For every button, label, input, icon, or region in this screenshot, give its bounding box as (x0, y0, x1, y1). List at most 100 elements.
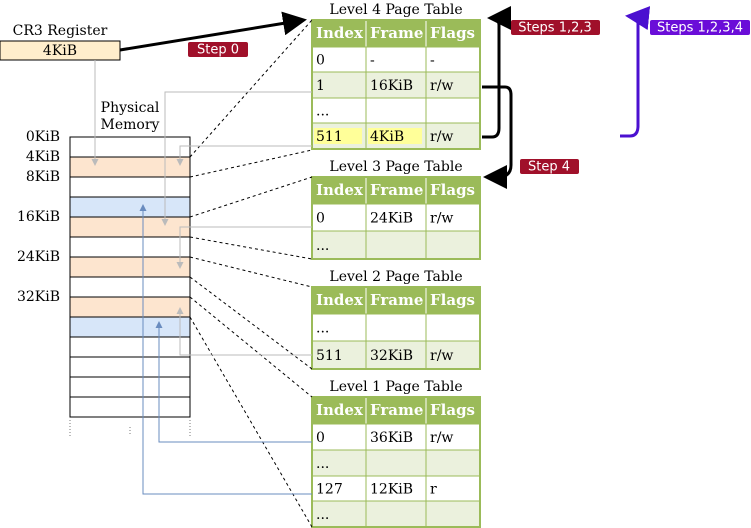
table-cell (425, 97, 481, 124)
table-cell (425, 230, 481, 260)
frame-links (189, 19, 313, 528)
table-cell (365, 230, 427, 260)
cr3-value: 4KiB (43, 43, 77, 59)
table-cell (365, 475, 427, 502)
table-cell (425, 46, 481, 73)
table-border (311, 19, 481, 150)
memory-frame (69, 296, 191, 318)
memory-frame (69, 196, 191, 218)
table-cell (425, 313, 481, 342)
cell-text: - (370, 53, 375, 69)
table-title: Level 3 Page Table (329, 159, 462, 175)
header-cell: Frame (370, 401, 423, 419)
badge-text: Steps 1,2,3,4 (657, 21, 743, 36)
cell-text: r (430, 482, 437, 498)
table-header (311, 286, 481, 315)
memory-title: Memory (101, 117, 160, 133)
table-title: Level 1 Page Table (329, 379, 462, 395)
cell-text: 511 (316, 129, 343, 145)
address-label: 24KiB (17, 249, 60, 265)
page-tables: Level 4 Page Table Index Frame Flags 0 - - 1 16K… (311, 2, 481, 528)
cell-text: 24KiB (370, 211, 413, 227)
memory-frame (69, 256, 191, 278)
cell-text: ... (316, 456, 329, 472)
cell-text: ... (316, 321, 329, 337)
badge-text: Steps 1,2,3 (518, 21, 592, 36)
badge-text: Step 4 (528, 160, 570, 175)
memory-frame (69, 316, 191, 338)
purple-arrow (620, 6, 651, 138)
memory-frame (69, 396, 191, 418)
cell-text: ... (316, 104, 329, 120)
blue-arrows (139, 204, 312, 495)
table-cell (365, 97, 427, 124)
cell-text: ... (316, 238, 329, 254)
table-cell (425, 423, 481, 451)
header-cell: Frame (370, 291, 423, 309)
cell-highlight (314, 128, 362, 144)
cell-text: 511 (316, 348, 343, 364)
table-border (311, 176, 481, 260)
table-cell (311, 203, 367, 232)
table-cell (311, 449, 367, 477)
cell-text: 127 (316, 482, 343, 498)
cell-text: 0 (316, 211, 325, 227)
header-cell: Index (316, 401, 364, 419)
cell-text: 1 (316, 78, 325, 94)
header-cell: Index (316, 24, 364, 42)
step-arrows (119, 6, 513, 189)
cell-text: 16KiB (370, 78, 413, 94)
table-cell (425, 449, 481, 477)
memory-frame (69, 276, 191, 298)
table-cell (425, 500, 481, 528)
address-label: 32KiB (17, 289, 60, 305)
header-cell: Frame (370, 181, 423, 199)
cell-text: 12KiB (370, 482, 413, 498)
memory-frame (69, 356, 191, 378)
header-cell: Flags (430, 401, 475, 419)
badge-text: Step 0 (197, 43, 239, 58)
header-cell: Index (316, 181, 364, 199)
cell-text: r/w (430, 78, 453, 94)
table-cell (365, 46, 427, 73)
cr3-label: CR3 Register (13, 23, 108, 39)
badge (188, 42, 248, 57)
cell-text: ... (316, 507, 329, 523)
table-cell (365, 500, 427, 528)
badge (511, 20, 600, 35)
header-cell: Flags (430, 24, 475, 42)
memory-title: Physical (101, 100, 160, 116)
header-cell: Flags (430, 291, 475, 309)
header-cell: Frame (370, 24, 423, 42)
table-title: Level 2 Page Table (329, 269, 462, 285)
table-cell (425, 71, 481, 99)
memory-frame (69, 136, 191, 158)
table-header (311, 396, 481, 425)
cell-text: r/w (430, 211, 453, 227)
header-cell: Index (316, 291, 364, 309)
table-cell (365, 423, 427, 451)
cell-highlight (368, 128, 422, 144)
memory-frame (69, 376, 191, 398)
memory-frame (69, 336, 191, 358)
cell-text: - (430, 53, 435, 69)
header-cell: Flags (430, 181, 475, 199)
address-label: 4KiB (26, 149, 60, 165)
table-cell (365, 203, 427, 232)
cell-text: 4KiB (370, 129, 404, 145)
memory-frame (69, 236, 191, 258)
badge (650, 20, 750, 35)
table-cell (365, 313, 427, 342)
address-label: 8KiB (26, 169, 60, 185)
gray-arrows (91, 60, 312, 356)
table-border (311, 286, 481, 370)
table-title: Level 4 Page Table (329, 2, 462, 18)
cell-text: 0 (316, 53, 325, 69)
cell-text: r/w (430, 348, 453, 364)
badge (520, 159, 579, 174)
cell-text: r/w (430, 129, 453, 145)
address-label: 0KiB (26, 129, 60, 145)
cell-text: 0 (316, 430, 325, 446)
memory-frame (69, 216, 191, 238)
